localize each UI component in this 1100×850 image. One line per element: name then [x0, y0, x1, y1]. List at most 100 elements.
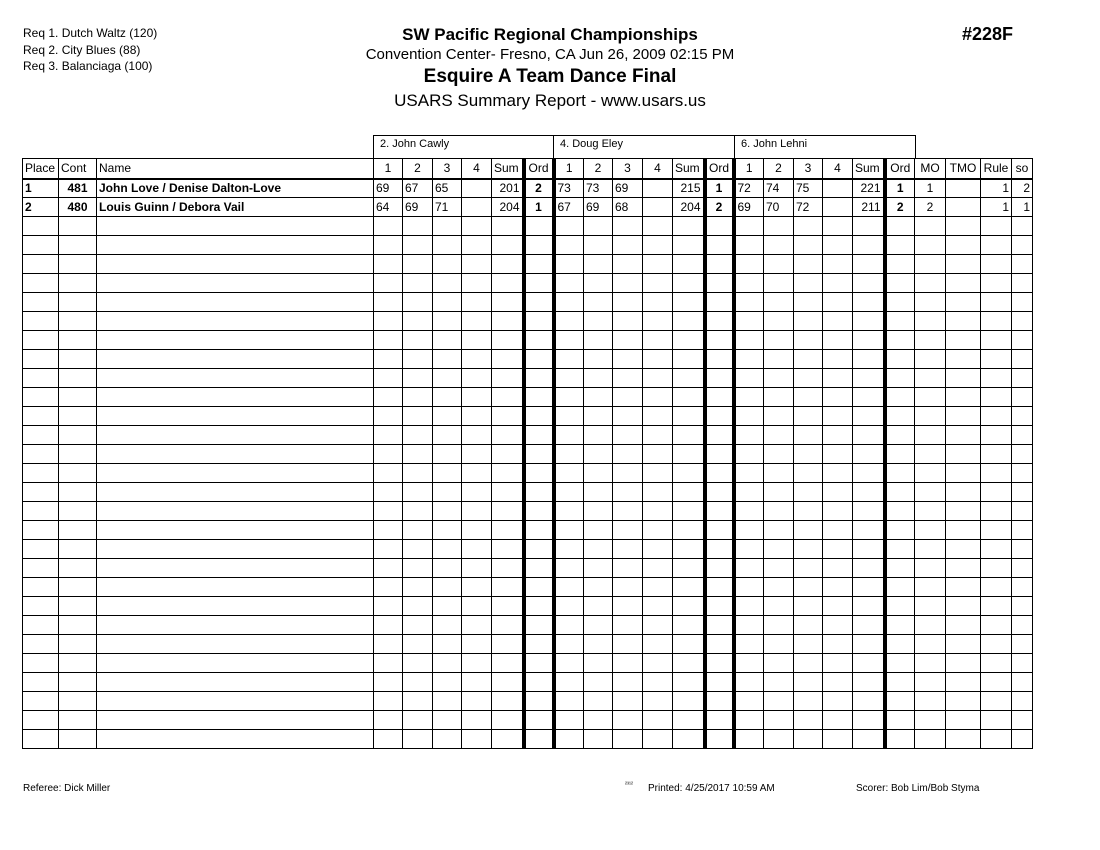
- score-cell: [793, 729, 823, 749]
- sum-cell: [491, 349, 524, 369]
- place-cell: [22, 387, 59, 407]
- score-cell: [793, 425, 823, 445]
- name-cell: [96, 634, 374, 654]
- score-cell: [432, 558, 462, 578]
- score-cell: [642, 197, 673, 217]
- sum-cell: [852, 406, 885, 426]
- score-cell: [793, 539, 823, 559]
- ordinal-cell: [521, 672, 554, 692]
- judge-header: 2. John Cawly: [373, 135, 554, 158]
- score-cell: [763, 349, 794, 369]
- contestant-number-cell: [58, 558, 97, 578]
- sum-cell: [852, 311, 885, 331]
- score-cell: [432, 330, 462, 350]
- so-cell: [1011, 349, 1033, 369]
- score-cell: [612, 634, 643, 654]
- tmo-cell: [945, 577, 981, 597]
- ordinal-cell: [521, 254, 554, 274]
- ordinal-cell: [882, 387, 915, 407]
- score-cell: [612, 577, 643, 597]
- contestant-number-cell: [58, 387, 97, 407]
- rule-cell: [980, 387, 1012, 407]
- score-cell: [731, 615, 764, 635]
- rule-cell: [980, 463, 1012, 483]
- score-cell: [793, 292, 823, 312]
- sum-cell: [852, 596, 885, 616]
- score-cell: [763, 463, 794, 483]
- sum-cell: [852, 425, 885, 445]
- tmo-cell: [945, 558, 981, 578]
- ordinal-cell: [702, 463, 734, 483]
- sum-cell: [672, 653, 705, 673]
- ordinal-cell: [702, 425, 734, 445]
- score-cell: [461, 178, 492, 198]
- table-row: [22, 634, 1033, 654]
- ordinal-cell: [521, 615, 554, 635]
- score-cell: [763, 520, 794, 540]
- score-cell: [731, 368, 764, 388]
- so-cell: [1011, 387, 1033, 407]
- ordinal-cell: [521, 273, 554, 293]
- score-cell: [402, 615, 433, 635]
- sum-cell: 201: [491, 178, 524, 198]
- ordinal-cell: [882, 691, 915, 711]
- score-cell: [793, 406, 823, 426]
- sum-cell: [852, 216, 885, 236]
- mo-cell: [914, 444, 946, 464]
- score-cell: 69: [583, 197, 613, 217]
- so-cell: [1011, 216, 1033, 236]
- rule-cell: [980, 254, 1012, 274]
- score-cell: [763, 577, 794, 597]
- mo-cell: [914, 501, 946, 521]
- score-cell: [583, 672, 613, 692]
- score-cell: [461, 634, 492, 654]
- score-cell: [583, 615, 613, 635]
- sum-cell: [672, 691, 705, 711]
- score-cell: 68: [612, 197, 643, 217]
- tmo-cell: [945, 634, 981, 654]
- place-cell: [22, 710, 59, 730]
- contestant-number-cell: [58, 729, 97, 749]
- ordinal-cell: [702, 615, 734, 635]
- score-cell: [551, 330, 584, 350]
- sum-cell: [491, 596, 524, 616]
- rule-cell: [980, 349, 1012, 369]
- sum-cell: [852, 501, 885, 521]
- score-cell: [461, 349, 492, 369]
- score-cell: [432, 216, 462, 236]
- sum-cell: 204: [491, 197, 524, 217]
- ordinal-cell: [702, 634, 734, 654]
- score-cell: [822, 596, 853, 616]
- name-cell: [96, 463, 374, 483]
- ordinal-cell: [521, 501, 554, 521]
- score-cell: [461, 691, 492, 711]
- tmo-cell: [945, 672, 981, 692]
- mo-cell: [914, 520, 946, 540]
- score-cell: [793, 501, 823, 521]
- score-cell: [432, 368, 462, 388]
- so-cell: [1011, 634, 1033, 654]
- judge-header: 4. Doug Eley: [553, 135, 735, 158]
- sum-cell: [852, 691, 885, 711]
- place-cell: [22, 330, 59, 350]
- score-cell: [432, 577, 462, 597]
- score-cell: [583, 463, 613, 483]
- table-row: [22, 482, 1033, 502]
- score-cell: [822, 482, 853, 502]
- score-cell: [793, 577, 823, 597]
- score-cell: [373, 558, 403, 578]
- ordinal-cell: [702, 501, 734, 521]
- score-cell: [822, 634, 853, 654]
- sum-cell: [672, 254, 705, 274]
- score-cell: [461, 330, 492, 350]
- ordinal-cell: [521, 596, 554, 616]
- place-cell: [22, 596, 59, 616]
- so-cell: [1011, 729, 1033, 749]
- score-cell: [793, 330, 823, 350]
- score-cell: 69: [612, 178, 643, 198]
- score-cell: [612, 501, 643, 521]
- score-cell: [373, 520, 403, 540]
- sum-cell: 215: [672, 178, 705, 198]
- score-cell: [731, 501, 764, 521]
- score-cell: [731, 292, 764, 312]
